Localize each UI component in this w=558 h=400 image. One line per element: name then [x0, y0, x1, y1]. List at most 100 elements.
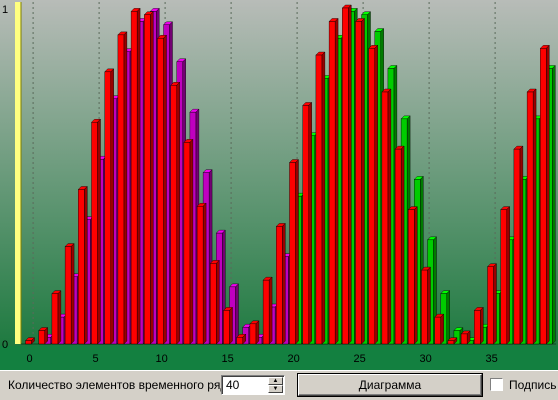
bar-series1-22	[315, 51, 326, 345]
bar-series1-2	[51, 290, 62, 345]
bar-front	[223, 310, 230, 345]
bar-front	[262, 279, 270, 345]
element-count-input[interactable]	[224, 377, 272, 393]
bar-series1-17	[249, 320, 260, 345]
bar-series1-26	[368, 44, 379, 345]
bar-side	[110, 68, 114, 345]
bar-side	[506, 206, 510, 345]
bar-front	[500, 209, 507, 345]
bar-side	[440, 313, 444, 345]
bar-side	[255, 320, 260, 345]
bar-side	[546, 44, 550, 345]
spin-up-icon[interactable]: ▲	[268, 377, 283, 385]
bar-series1-10	[157, 34, 167, 345]
bar-front	[355, 21, 362, 345]
bar-side	[361, 17, 365, 345]
x-tick-label: 20	[287, 353, 299, 365]
x-tick-label: 0	[27, 353, 33, 365]
bar-side	[374, 44, 378, 345]
bar-front	[315, 54, 323, 345]
bar-side	[268, 276, 273, 345]
bar-side	[70, 243, 75, 345]
bar-side	[202, 202, 207, 345]
bar-series1-37	[513, 145, 524, 345]
bar-side	[295, 159, 299, 345]
caption-checkbox-label[interactable]: Подпись	[509, 378, 557, 392]
spin-down-icon[interactable]: ▼	[268, 385, 283, 393]
bar-front	[408, 209, 415, 345]
bar-series1-29	[407, 206, 418, 345]
x-tick-label: 5	[93, 353, 99, 365]
bar-chart: 0 5 10 15 20 25 30 35 0 1	[0, 0, 558, 370]
bar-front	[328, 21, 336, 345]
bar-side	[136, 7, 141, 345]
bar-series1-36	[500, 206, 511, 345]
bar-front	[302, 105, 309, 345]
bar-front	[513, 148, 521, 345]
diagram-button[interactable]: Диаграмма	[298, 374, 482, 396]
bar-series1-39	[539, 44, 550, 345]
bar-series1-16	[236, 333, 247, 345]
bar-front	[25, 340, 32, 345]
bar-series1-3	[64, 243, 75, 345]
bar-front	[487, 266, 494, 345]
axis-band	[0, 346, 558, 370]
bar-series1-15	[223, 306, 233, 345]
bar-series1-21	[302, 101, 313, 345]
bar-series1-25	[355, 17, 365, 345]
bar-front	[196, 206, 204, 345]
bar-front	[453, 330, 461, 345]
bar-side	[519, 145, 524, 345]
bar-side	[427, 266, 431, 345]
bar-front	[210, 263, 217, 345]
bar-front	[144, 14, 151, 345]
bar-series1-30	[421, 266, 431, 345]
bar-front	[460, 333, 468, 345]
element-count-spinbox[interactable]: ▲ ▼	[221, 375, 285, 395]
bar-front	[51, 293, 59, 345]
bar-series1-0	[25, 337, 35, 345]
x-tick-label: 25	[353, 353, 365, 365]
left-wall	[15, 2, 21, 344]
bar-series1-20	[289, 159, 299, 345]
bar-side	[282, 222, 286, 345]
bar-side	[414, 206, 418, 345]
bar-series1-27	[381, 88, 392, 345]
bar-front	[368, 48, 375, 345]
bar-side	[493, 263, 497, 345]
x-tick-label: 10	[155, 353, 167, 365]
bar-side	[229, 306, 233, 345]
bar-front	[130, 11, 138, 345]
bar-series1-31	[434, 313, 445, 345]
bar-side	[552, 64, 556, 345]
bar-front	[421, 269, 428, 345]
bar-series1-7	[117, 31, 128, 345]
bar-series1-28	[394, 145, 405, 345]
bar-front	[526, 91, 534, 345]
bar-series1-32	[447, 337, 458, 345]
bar-front	[434, 316, 441, 345]
caption-checkbox[interactable]	[490, 378, 503, 391]
bar-series1-1	[38, 327, 49, 345]
bar-series1-8	[130, 7, 141, 345]
bar-side	[480, 306, 484, 345]
bar-side	[400, 145, 405, 345]
bar-side	[84, 185, 88, 345]
bar-series1-5	[91, 118, 101, 345]
bar-side	[97, 118, 101, 345]
bar-side	[123, 31, 128, 345]
bar-series1-23	[328, 17, 339, 345]
bar-series1-34	[473, 306, 484, 345]
bar-series1-12	[183, 138, 194, 345]
bar-series1-19	[275, 222, 286, 345]
bar-side	[235, 283, 239, 345]
bar-front	[170, 85, 177, 345]
bar-front	[249, 323, 257, 345]
bar-front	[38, 330, 45, 345]
bar-side	[387, 88, 392, 345]
bar-front	[183, 142, 191, 345]
bar-front	[157, 38, 164, 345]
bar-side	[189, 138, 194, 345]
y-tick-label: 0	[2, 339, 8, 351]
bar-front	[474, 310, 481, 345]
